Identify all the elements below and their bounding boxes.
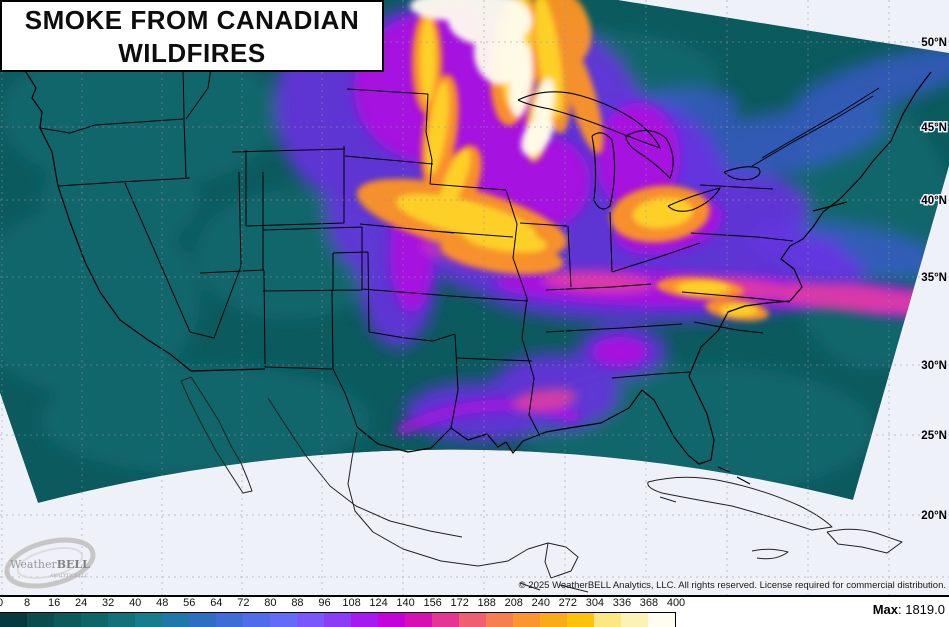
title-line-2: WILDFIRES — [118, 38, 266, 68]
tick-label: 240 — [531, 597, 550, 609]
tick-label: 140 — [396, 597, 415, 609]
logo-text: WeatherBELL — [10, 558, 90, 571]
tick-label: 40 — [129, 597, 142, 609]
copyright-text: © 2025 WeatherBELL Analytics, LLC. All r… — [518, 580, 946, 591]
tick-label: 156 — [423, 597, 442, 609]
tick-label: 208 — [504, 597, 523, 609]
tick-label: 0 — [0, 597, 3, 609]
tick-label: 96 — [318, 597, 331, 609]
weatherbell-logo: WeatherBELL ANALYTICS LLC — [4, 537, 96, 589]
tick-label: 124 — [369, 597, 388, 609]
tick-label: 400 — [666, 597, 686, 609]
mexico-caribbean-coastlines — [180, 376, 903, 593]
latitude-labels: 50°N 45°N 40°N 35°N 30°N 25°N 20°N — [920, 36, 949, 524]
colorbar-ticks: 0 8 16 24 32 40 48 56 64 72 80 88 96 108 124 140 156 172 1… — [0, 597, 685, 611]
graticule — [0, 0, 949, 595]
tick-label: 272 — [558, 597, 578, 609]
max-label: Max — [872, 602, 898, 617]
logo-subtext: ANALYTICS LLC — [49, 573, 89, 579]
tick-label: 48 — [156, 597, 169, 609]
max-readout: Max: 1819.0 — [873, 602, 945, 617]
tick-label: 80 — [264, 597, 277, 609]
lat-label-30n: 30°N — [921, 360, 947, 372]
tick-label: 336 — [612, 597, 632, 609]
tick-label: 64 — [210, 597, 223, 609]
lat-label-25n: 25°N — [921, 430, 947, 442]
tick-label: 16 — [47, 597, 61, 609]
lat-label-45n: 45°N — [921, 122, 947, 134]
map-panel: 50°N 45°N 40°N 35°N 30°N 25°N 20°N Weath… — [0, 0, 949, 595]
title-line-1: SMOKE FROM CANADIAN — [24, 5, 360, 35]
tick-label: 32 — [102, 597, 115, 609]
colorbar-legend: 0 8 16 24 32 40 48 56 64 72 80 88 96 108 124 140 156 172 1… — [0, 597, 949, 627]
tick-label: 108 — [342, 597, 361, 609]
tick-label: 72 — [237, 597, 250, 609]
tick-label: 172 — [450, 597, 469, 609]
great-lakes-outline — [517, 91, 761, 212]
state-borders — [39, 61, 880, 437]
tick-label: 368 — [639, 597, 659, 609]
logo-swoosh-outer — [4, 537, 96, 589]
map-frame-line — [0, 595, 949, 597]
colorbar-gradient — [0, 612, 676, 627]
tick-label: 56 — [183, 597, 196, 609]
tick-label: 24 — [74, 597, 88, 609]
lat-label-20n: 20°N — [921, 510, 947, 522]
tick-label: 8 — [23, 597, 31, 609]
tick-label: 88 — [291, 597, 304, 609]
lat-label-40n: 40°N — [921, 195, 947, 207]
smoke-field — [0, 0, 949, 503]
map-svg: 50°N 45°N 40°N 35°N 30°N 25°N 20°N — [0, 0, 949, 595]
lat-label-50n: 50°N — [921, 37, 947, 49]
title-box: SMOKE FROM CANADIAN WILDFIRES — [0, 0, 384, 72]
lat-label-35n: 35°N — [921, 272, 947, 284]
tick-label: 188 — [477, 597, 496, 609]
tick-label: 304 — [585, 597, 605, 609]
max-value: : 1819.0 — [898, 602, 945, 617]
logo-swoosh-inner — [16, 547, 84, 579]
us-coastline — [7, 59, 932, 485]
